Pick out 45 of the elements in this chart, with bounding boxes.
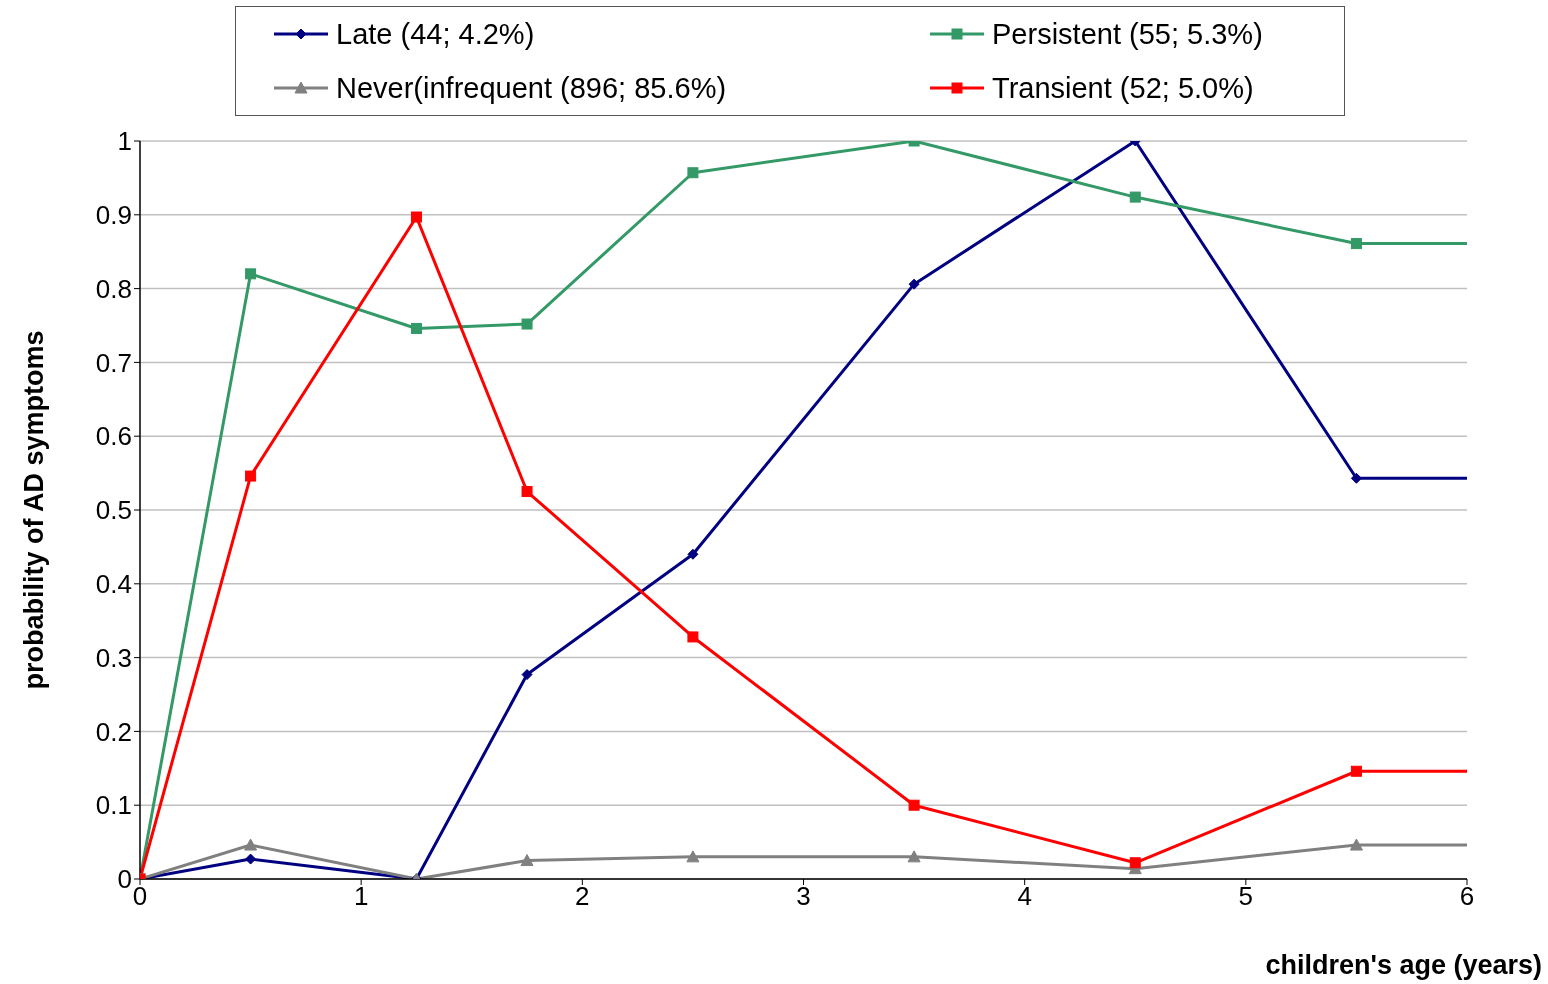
x-axis-title: children's age (years)	[1265, 950, 1542, 981]
y-tick-label: 0.4	[95, 569, 132, 600]
point	[521, 669, 533, 681]
point	[245, 470, 257, 482]
x-tick-label: 5	[1238, 881, 1254, 912]
point	[1350, 765, 1362, 777]
x-tick-label: 1	[353, 881, 369, 912]
point	[1350, 238, 1362, 250]
point	[686, 850, 700, 863]
x-tick-label: 2	[575, 881, 590, 912]
point	[410, 322, 422, 334]
point	[907, 850, 921, 863]
y-tick-label: 0.3	[95, 642, 132, 673]
point	[1129, 191, 1141, 203]
legend-label: Persistent (55; 5.3%)	[992, 17, 1263, 51]
x-tick-label: 6	[1459, 881, 1475, 912]
x-tick-label: 3	[796, 881, 811, 912]
point	[687, 548, 699, 560]
point	[521, 318, 533, 330]
point	[520, 854, 534, 867]
y-tick-label: 0.2	[95, 716, 132, 747]
point	[244, 838, 258, 851]
y-tick-label: 0.1	[95, 790, 132, 821]
point	[908, 278, 920, 290]
point	[908, 799, 920, 811]
y-axis-title: probability of AD symptoms	[18, 330, 50, 690]
point	[410, 211, 422, 223]
legend-label: Transient (52; 5.0%)	[992, 71, 1254, 105]
point	[1129, 857, 1141, 869]
point	[521, 486, 533, 498]
y-tick-label: 0.7	[95, 347, 132, 378]
y-tick-label: 0.5	[95, 495, 132, 526]
x-tick-label: 4	[1017, 881, 1032, 912]
point	[245, 853, 257, 865]
y-tick-label: 0.6	[95, 421, 132, 452]
y-tick-label: 0.9	[95, 200, 132, 231]
legend-label: Never(infrequent (896; 85.6%)	[336, 71, 727, 105]
y-tick-label: 1	[117, 126, 132, 157]
point	[687, 167, 699, 179]
point	[245, 268, 257, 280]
y-tick-label: 0.8	[95, 273, 132, 304]
point	[1349, 838, 1363, 851]
point	[687, 631, 699, 643]
point	[1350, 472, 1362, 484]
legend-label: Late (44; 4.2%)	[336, 17, 535, 51]
